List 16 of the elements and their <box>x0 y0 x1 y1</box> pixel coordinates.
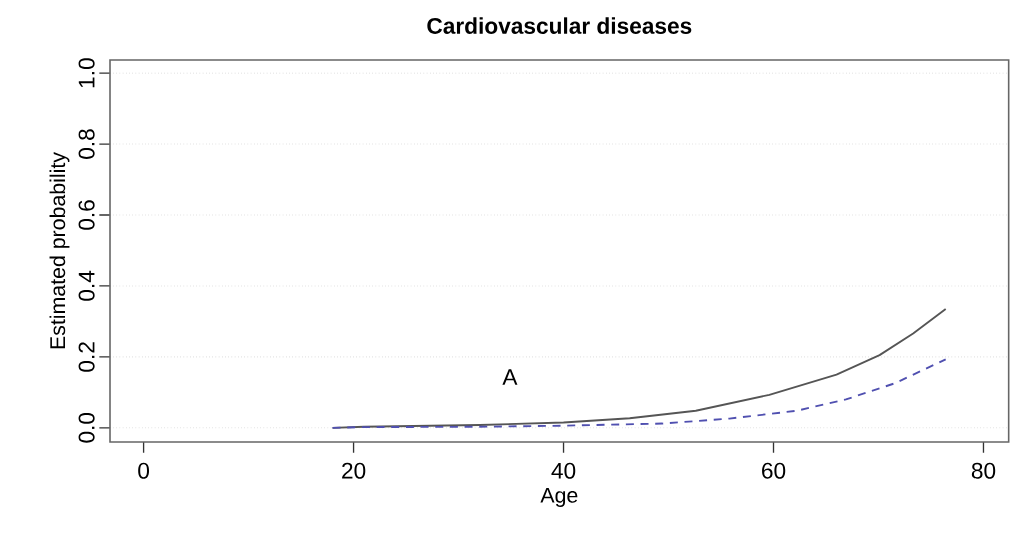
x-tick-label: 20 <box>342 462 366 479</box>
chart-title: Cardiovascular diseases <box>427 17 692 34</box>
y-tick-label: 0.8 <box>78 129 95 159</box>
x-tick-label: 0 <box>138 462 150 479</box>
annotation: A <box>502 369 518 385</box>
x-tick-label: 60 <box>762 462 786 479</box>
y-tick-label: 0.4 <box>78 270 95 301</box>
line-series <box>331 358 947 429</box>
y-tick-label: 0.0 <box>78 412 95 443</box>
y-tick-label: 0.6 <box>78 200 95 230</box>
y-tick-label: 0.2 <box>78 342 95 372</box>
x-tick-label: 40 <box>551 462 576 479</box>
y-tick-label: 1.0 <box>78 58 95 88</box>
y-axis-title: Estimated probability <box>49 152 70 349</box>
x-tick-label: 80 <box>971 462 996 479</box>
x-axis-title: Age <box>540 487 578 508</box>
